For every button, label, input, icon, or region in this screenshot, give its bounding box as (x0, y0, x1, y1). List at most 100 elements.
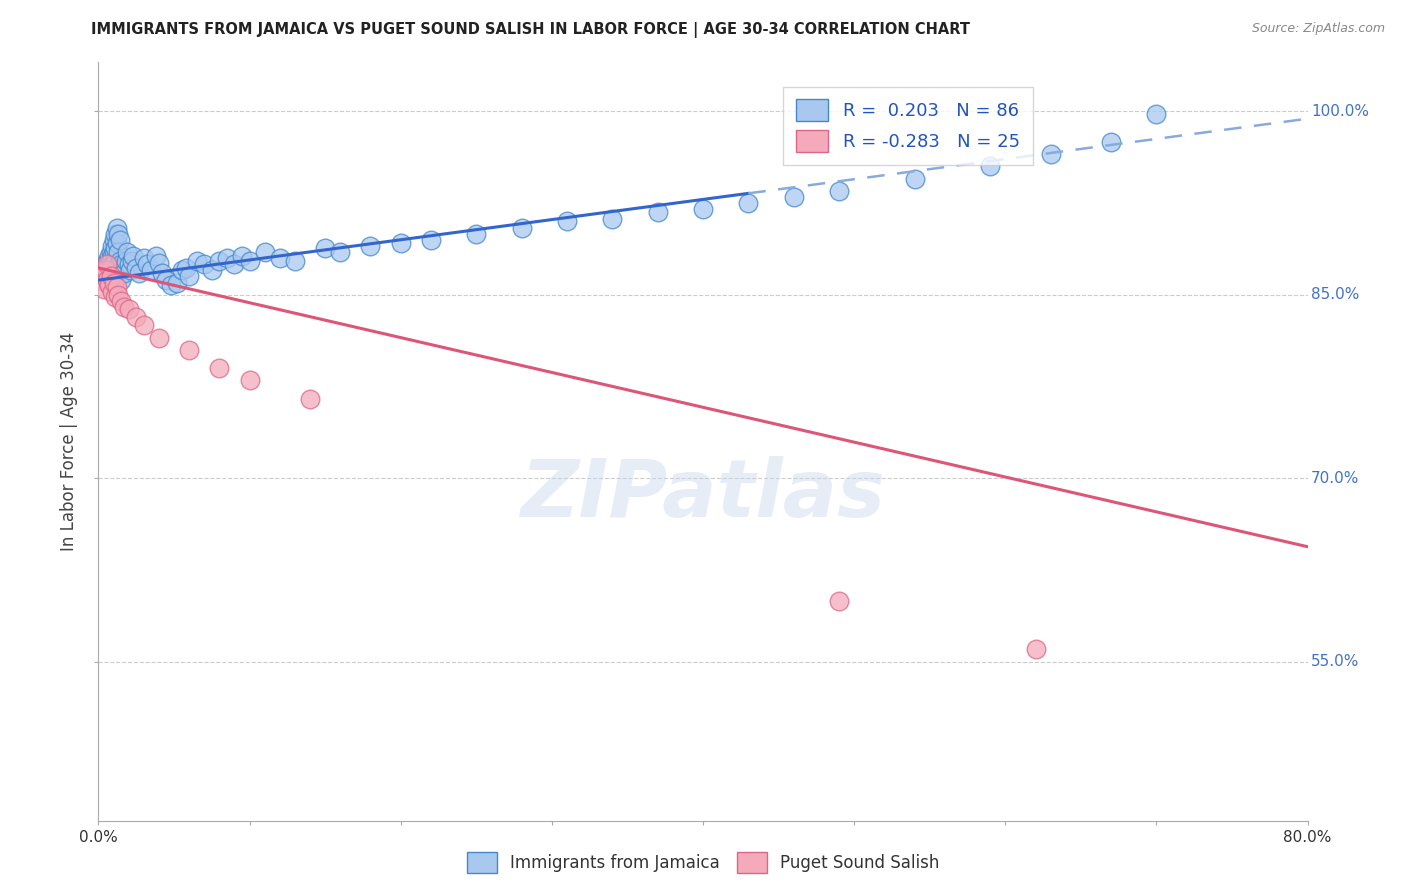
Text: IMMIGRANTS FROM JAMAICA VS PUGET SOUND SALISH IN LABOR FORCE | AGE 30-34 CORRELA: IMMIGRANTS FROM JAMAICA VS PUGET SOUND S… (91, 22, 970, 38)
Legend: R =  0.203   N = 86, R = -0.283   N = 25: R = 0.203 N = 86, R = -0.283 N = 25 (783, 87, 1032, 165)
Point (90, 263, 112, 277)
Point (148, 330, 170, 344)
Point (121, 253, 143, 268)
Point (101, 239, 124, 253)
Point (108, 253, 131, 268)
Point (269, 251, 291, 265)
Point (193, 257, 215, 271)
Point (98, 257, 121, 271)
Point (783, 190, 806, 204)
Point (166, 276, 188, 290)
Point (100, 270, 122, 285)
Point (1144, 107, 1167, 121)
Point (602, 211, 624, 226)
Point (91, 266, 114, 280)
Point (1024, 642, 1046, 657)
Point (299, 392, 322, 406)
Point (105, 220, 128, 235)
Point (105, 236, 128, 251)
Point (208, 253, 231, 268)
Point (135, 257, 157, 271)
Point (104, 290, 127, 304)
Point (118, 302, 141, 317)
Point (98, 278, 121, 293)
Point (465, 227, 488, 241)
Point (239, 253, 262, 268)
Point (103, 276, 125, 290)
Point (93, 282, 115, 296)
Point (104, 227, 127, 241)
Point (692, 202, 714, 217)
Point (103, 233, 125, 247)
Point (114, 253, 136, 268)
Text: Source: ZipAtlas.com: Source: ZipAtlas.com (1251, 22, 1385, 36)
Point (208, 361, 231, 376)
Point (1039, 147, 1062, 161)
Text: 55.0%: 55.0% (1312, 654, 1360, 669)
Point (160, 278, 183, 293)
Legend: Immigrants from Jamaica, Puget Sound Salish: Immigrants from Jamaica, Puget Sound Sal… (460, 846, 946, 880)
Point (96, 268, 118, 283)
Point (186, 253, 208, 268)
Point (100, 269, 122, 284)
Point (100, 262, 122, 277)
Point (110, 273, 132, 287)
Point (329, 244, 352, 259)
Point (647, 204, 669, 219)
Point (105, 280, 128, 294)
Point (737, 196, 759, 211)
Point (253, 244, 276, 259)
Point (239, 373, 262, 387)
Point (115, 244, 138, 259)
Point (110, 293, 132, 308)
Point (93, 260, 115, 275)
Point (179, 269, 201, 284)
Point (904, 171, 927, 186)
Text: 100.0%: 100.0% (1312, 103, 1369, 119)
Point (231, 249, 253, 263)
Point (96, 273, 118, 287)
Point (555, 214, 578, 228)
Point (96, 253, 118, 268)
Point (170, 263, 193, 277)
Point (145, 249, 167, 263)
Point (98, 264, 121, 278)
Point (510, 220, 533, 235)
Point (96, 260, 118, 275)
Point (141, 263, 163, 277)
Point (93, 269, 115, 284)
Point (132, 251, 155, 265)
Point (91, 266, 114, 280)
Point (103, 244, 125, 259)
Point (100, 244, 122, 259)
Point (110, 257, 132, 271)
Point (201, 263, 224, 277)
Point (125, 260, 148, 275)
Text: 85.0%: 85.0% (1312, 287, 1360, 302)
Point (100, 253, 122, 268)
Point (1099, 135, 1122, 149)
Point (96, 257, 118, 271)
Point (107, 227, 129, 241)
Point (314, 241, 336, 255)
Point (118, 257, 141, 271)
Point (174, 260, 197, 275)
Point (107, 287, 129, 301)
Point (828, 184, 851, 198)
Point (132, 318, 155, 333)
Point (107, 244, 129, 259)
Point (94, 257, 117, 271)
Text: ZIPatlas: ZIPatlas (520, 456, 886, 533)
Point (284, 253, 307, 268)
Point (224, 257, 246, 271)
Y-axis label: In Labor Force | Age 30-34: In Labor Force | Age 30-34 (60, 332, 79, 551)
Point (215, 251, 238, 265)
Text: 70.0%: 70.0% (1312, 471, 1360, 486)
Point (120, 263, 142, 277)
Point (108, 233, 131, 247)
Point (103, 256, 125, 270)
Point (96, 276, 118, 290)
Point (360, 239, 382, 253)
Point (148, 256, 170, 270)
Point (150, 266, 173, 280)
